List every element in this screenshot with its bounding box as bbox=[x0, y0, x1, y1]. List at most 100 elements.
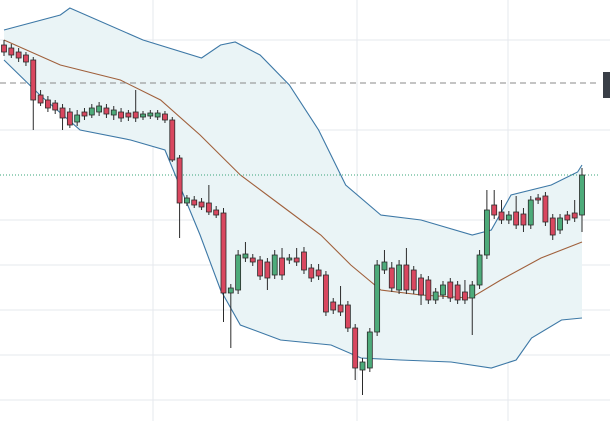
candle bbox=[301, 247, 307, 274]
candle-body bbox=[571, 212, 578, 219]
candle-body bbox=[81, 111, 88, 117]
candle bbox=[469, 281, 476, 335]
candle bbox=[447, 278, 454, 302]
candle-body bbox=[483, 209, 490, 256]
candle-body bbox=[366, 331, 373, 369]
candle-body bbox=[315, 269, 322, 277]
candle-body bbox=[132, 111, 139, 119]
candle bbox=[505, 211, 512, 224]
candle bbox=[425, 276, 432, 304]
candle-body bbox=[403, 264, 410, 291]
candle-body bbox=[169, 119, 176, 161]
candle-body bbox=[235, 254, 242, 291]
candle-body bbox=[337, 304, 344, 313]
candle bbox=[293, 248, 300, 266]
candle bbox=[271, 250, 278, 279]
candle-body bbox=[293, 257, 300, 263]
candle-body bbox=[374, 264, 381, 333]
candle bbox=[59, 104, 66, 130]
candle-body bbox=[535, 197, 542, 201]
candle bbox=[66, 108, 73, 128]
candle bbox=[374, 260, 381, 336]
candle-body bbox=[440, 284, 446, 296]
candle bbox=[418, 274, 424, 305]
candle-body bbox=[454, 284, 461, 301]
candle bbox=[257, 256, 263, 280]
candle bbox=[337, 286, 344, 316]
band-fill bbox=[4, 8, 582, 368]
candle-body bbox=[491, 204, 498, 216]
candle-body bbox=[352, 327, 359, 369]
candle-body bbox=[476, 254, 483, 286]
candle bbox=[476, 250, 483, 289]
candle bbox=[30, 57, 37, 130]
candle-body bbox=[432, 291, 439, 301]
candle-body bbox=[388, 267, 395, 289]
candle-body bbox=[257, 259, 263, 277]
candle bbox=[52, 100, 59, 114]
candle-body bbox=[271, 254, 278, 276]
candle-body bbox=[184, 197, 190, 204]
candle-body bbox=[564, 214, 571, 221]
candle bbox=[132, 90, 139, 122]
candle-body bbox=[330, 301, 337, 311]
candle bbox=[15, 48, 22, 62]
candle bbox=[564, 211, 571, 224]
candle bbox=[74, 110, 81, 126]
candle bbox=[403, 248, 410, 294]
candle bbox=[579, 168, 585, 232]
candle-body bbox=[176, 157, 183, 204]
candle-body bbox=[140, 113, 146, 118]
candle-body bbox=[118, 111, 124, 119]
candle bbox=[154, 110, 161, 120]
candle bbox=[352, 324, 359, 380]
candle-body bbox=[469, 284, 476, 299]
candle bbox=[491, 190, 498, 219]
candle-body bbox=[220, 212, 227, 294]
candle bbox=[388, 262, 395, 292]
candle bbox=[286, 254, 293, 264]
candle bbox=[264, 258, 271, 290]
candle bbox=[125, 110, 132, 121]
candle bbox=[176, 155, 183, 238]
candle-body bbox=[513, 211, 520, 226]
candle bbox=[513, 196, 520, 229]
candle-body bbox=[1, 44, 7, 53]
candle bbox=[279, 248, 285, 280]
candle bbox=[323, 271, 329, 316]
candle-body bbox=[344, 304, 351, 329]
candle-body bbox=[242, 253, 249, 259]
candle bbox=[396, 260, 402, 294]
candle bbox=[462, 280, 468, 304]
candle bbox=[220, 208, 227, 322]
candle bbox=[227, 284, 234, 348]
candle-body bbox=[125, 112, 132, 118]
candle bbox=[498, 200, 505, 224]
candle bbox=[37, 90, 44, 106]
candle bbox=[520, 208, 527, 232]
candle bbox=[96, 102, 103, 116]
candle-body bbox=[527, 199, 534, 226]
candle-body bbox=[110, 109, 117, 116]
candle bbox=[103, 104, 110, 118]
candle-body bbox=[59, 107, 66, 119]
candle bbox=[110, 106, 117, 120]
candle-body bbox=[323, 274, 329, 313]
candle bbox=[483, 190, 490, 259]
candle-body bbox=[286, 257, 293, 261]
candle bbox=[549, 214, 556, 240]
candle-body bbox=[23, 54, 29, 63]
candle-body bbox=[498, 211, 505, 221]
candle bbox=[330, 298, 337, 314]
candle-body bbox=[505, 214, 512, 221]
band-line bbox=[3, 59, 583, 369]
candle bbox=[381, 250, 388, 274]
candle bbox=[1, 40, 7, 56]
candle-body bbox=[103, 107, 110, 115]
candle bbox=[359, 358, 366, 395]
candle bbox=[44, 96, 51, 112]
candle bbox=[184, 195, 190, 206]
candle-body bbox=[249, 257, 256, 263]
candle bbox=[454, 281, 461, 304]
candle-body bbox=[418, 277, 424, 296]
